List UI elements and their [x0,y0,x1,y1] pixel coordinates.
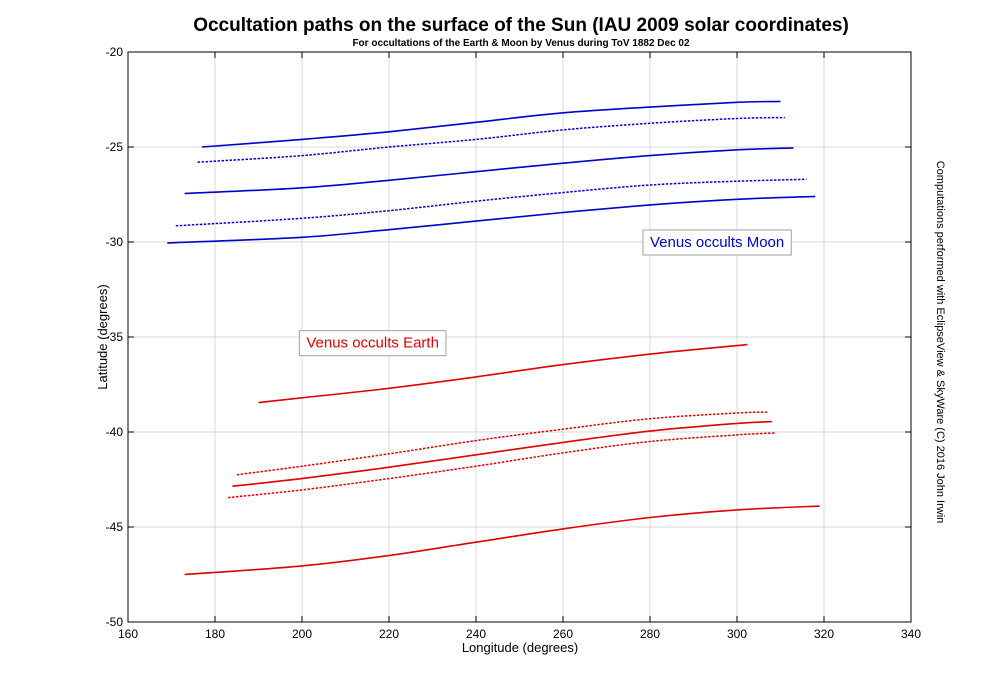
annotation-frame [298,330,447,357]
x-tick-label: 180 [205,627,225,641]
earth-path-solid [258,343,748,404]
moon-path-solid [184,147,794,195]
moon-path-dotted [175,178,807,227]
chart-title: Occultation paths on the surface of the … [193,15,849,36]
y-tick-label: -25 [106,140,124,154]
earth-path-dotted [236,411,768,476]
y-tick-label: -45 [106,520,124,534]
x-tick-label: 340 [901,627,921,641]
x-tick-label: 160 [118,627,138,641]
x-tick-label: 200 [292,627,312,641]
earth-path-solid [184,505,820,576]
earth-path-solid [232,420,772,487]
moon-path-solid [201,100,781,148]
chart-subtitle: For occultations of the Earth & Moon by … [352,38,690,49]
x-axis-label: Longitude (degrees) [462,640,578,655]
series-layer [167,100,820,576]
moon-path-solid [167,195,816,244]
axis-ticks: 160 180 200 220 240 260 280 300 320 340 -50 -45 -40 -… [106,45,922,641]
x-tick-label: 300 [727,627,747,641]
y-tick-label: -30 [106,235,124,249]
annotation-label: Venus occults Moon [650,234,784,251]
x-tick-label: 220 [379,627,399,641]
x-tick-label: 260 [553,627,573,641]
x-tick-label: 240 [466,627,486,641]
earth-path-dotted [228,432,777,499]
annotation-box: Venus occults Moon [642,229,792,256]
credit-text: Computations performed with EclipseView … [934,161,946,524]
x-tick-label: 280 [640,627,660,641]
x-tick-label: 320 [814,627,834,641]
y-tick-label: -35 [106,330,124,344]
y-tick-label: -50 [106,615,124,629]
moon-path-dotted [197,116,785,163]
y-tick-label: -40 [106,425,124,439]
y-tick-label: -20 [106,45,124,59]
annotation-frame [642,229,792,256]
y-axis-label: Latitude (degrees) [95,284,110,390]
annotation-box: Venus occults Earth [298,330,447,357]
annotation-label: Venus occults Earth [306,335,439,352]
annotations: Venus occults Moon Venus occults Earth [298,229,792,357]
